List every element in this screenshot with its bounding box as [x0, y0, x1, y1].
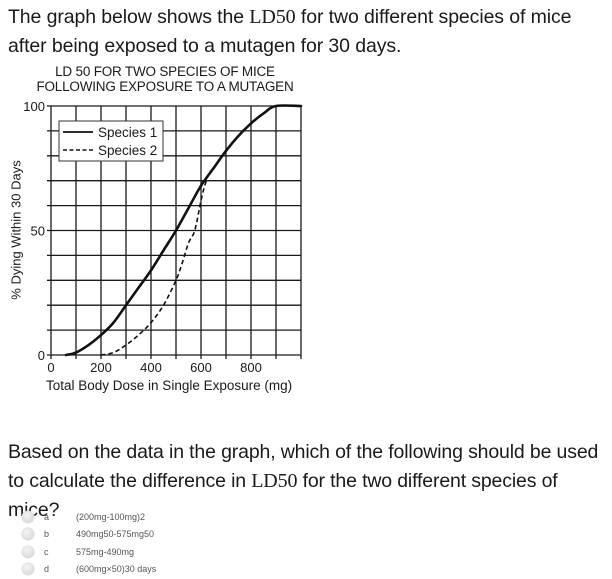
choice-letter: b	[44, 529, 50, 540]
svg-text:800: 800	[240, 360, 262, 375]
choice-text: 490mg50-575mg50	[76, 529, 155, 540]
svg-text:50: 50	[31, 224, 45, 239]
axis-tick-labels: 0 200 400 600 800 0 50 100	[23, 99, 262, 375]
radio-button[interactable]	[22, 545, 34, 558]
choice-c[interactable]: c 575mg-490mg	[22, 543, 156, 561]
choice-text: (600mg×50)30 days	[76, 564, 157, 575]
choice-a[interactable]: a (200mg-100mg)2	[22, 508, 156, 526]
ld50-term: LD50	[249, 6, 296, 28]
species-1-line	[64, 104, 303, 357]
chart-legend: Species 1 Species 2	[58, 120, 164, 162]
svg-text:100: 100	[23, 99, 45, 114]
intro-text: The graph below shows the LD50 for two d…	[8, 6, 572, 57]
chart-title: LD 50 FOR TWO SPECIES OF MICE FOLLOWING …	[36, 64, 294, 94]
radio-button[interactable]	[22, 563, 34, 576]
choice-letter: a	[44, 511, 50, 522]
choice-letter: d	[44, 564, 50, 575]
svg-text:Species 2: Species 2	[98, 143, 157, 158]
choice-letter: c	[44, 546, 49, 557]
answer-choices: a (200mg-100mg)2 b 490mg50-575mg50 c 575…	[22, 508, 156, 578]
radio-button[interactable]	[22, 510, 34, 523]
svg-text:200: 200	[90, 360, 112, 375]
question-text: Based on the data in the graph, which of…	[8, 441, 599, 521]
svg-text:0: 0	[47, 360, 54, 375]
choice-text: (200mg-100mg)2	[76, 511, 146, 522]
choice-text: 575mg-490mg	[76, 546, 135, 557]
choice-d[interactable]: d (600mg×50)30 days	[22, 561, 156, 579]
ld50-term: LD50	[251, 470, 298, 492]
svg-text:0: 0	[38, 348, 45, 363]
x-axis-label: Total Body Dose in Single Exposure (mg)	[46, 378, 293, 393]
svg-text:600: 600	[190, 360, 212, 375]
svg-text:Species 1: Species 1	[98, 125, 157, 140]
svg-text:400: 400	[140, 360, 162, 375]
choice-b[interactable]: b 490mg50-575mg50	[22, 526, 156, 544]
y-axis-label: % Dying Within 30 Days	[8, 160, 24, 300]
chart-plot: 0 200 400 600 800 0 50 100 Species 1 Species 2	[23, 99, 303, 375]
radio-button[interactable]	[22, 528, 34, 541]
